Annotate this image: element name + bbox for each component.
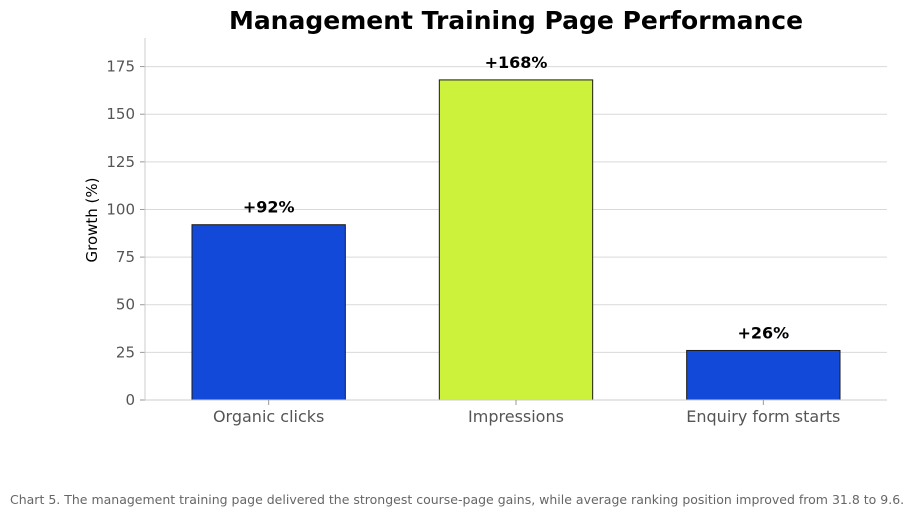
y-tick-label: 0 [125,391,135,409]
chart-title: Management Training Page Performance [229,6,803,35]
x-tick-label: Enquiry form starts [686,407,840,426]
axes: 0 25 50 75 100 125 150 175 Organic clicks Impress… [106,38,887,426]
y-tick-label: 100 [106,200,135,218]
bar-2 [686,349,841,401]
y-tick-label: 150 [106,105,135,123]
y-tick-label: 25 [116,343,135,361]
y-tick-label: 75 [116,248,135,266]
data-label: +168% [485,53,548,72]
y-tick-label: 50 [116,296,135,314]
bar-1 [438,79,594,401]
data-label: +26% [737,323,789,342]
bar-0 [191,224,346,401]
x-tick-label: Organic clicks [213,407,324,426]
x-tick-label: Impressions [468,407,564,426]
bars [191,79,841,401]
y-tick-label: 125 [106,153,135,171]
data-labels: +92% +168% +26% [243,53,789,343]
data-label: +92% [243,198,295,217]
y-tick-label: 175 [106,58,135,76]
chart-caption: Chart 5. The management training page de… [10,492,905,507]
y-axis-label: Growth (%) [83,177,101,262]
